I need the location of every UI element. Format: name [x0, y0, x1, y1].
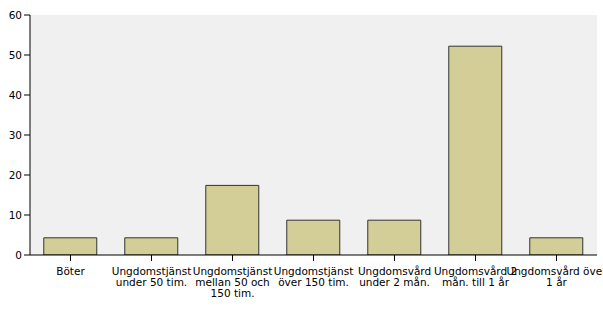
svg-text:Ungdomsvård 2mån. till 1 år: Ungdomsvård 2mån. till 1 år: [434, 265, 517, 288]
svg-text:20: 20: [9, 169, 22, 181]
svg-text:10: 10: [9, 209, 22, 221]
svg-text:Ungdomsvård över1 år: Ungdomsvård över1 år: [507, 265, 596, 288]
svg-text:30: 30: [9, 129, 22, 141]
svg-text:60: 60: [9, 9, 22, 21]
svg-text:Ungdomstjänstmellan 50 och150: Ungdomstjänstmellan 50 och150 tim.: [193, 265, 273, 299]
svg-text:Ungdomstjänstöver 150 tim.: Ungdomstjänstöver 150 tim.: [274, 265, 354, 288]
svg-text:Ungdomsvårdunder 2 mån.: Ungdomsvårdunder 2 mån.: [358, 265, 431, 288]
svg-text:40: 40: [9, 89, 22, 101]
svg-text:Ungdomstjänstunder 50 tim.: Ungdomstjänstunder 50 tim.: [112, 265, 192, 288]
svg-text:50: 50: [9, 49, 22, 61]
svg-text:0: 0: [15, 249, 22, 261]
svg-text:Böter: Böter: [56, 265, 85, 277]
